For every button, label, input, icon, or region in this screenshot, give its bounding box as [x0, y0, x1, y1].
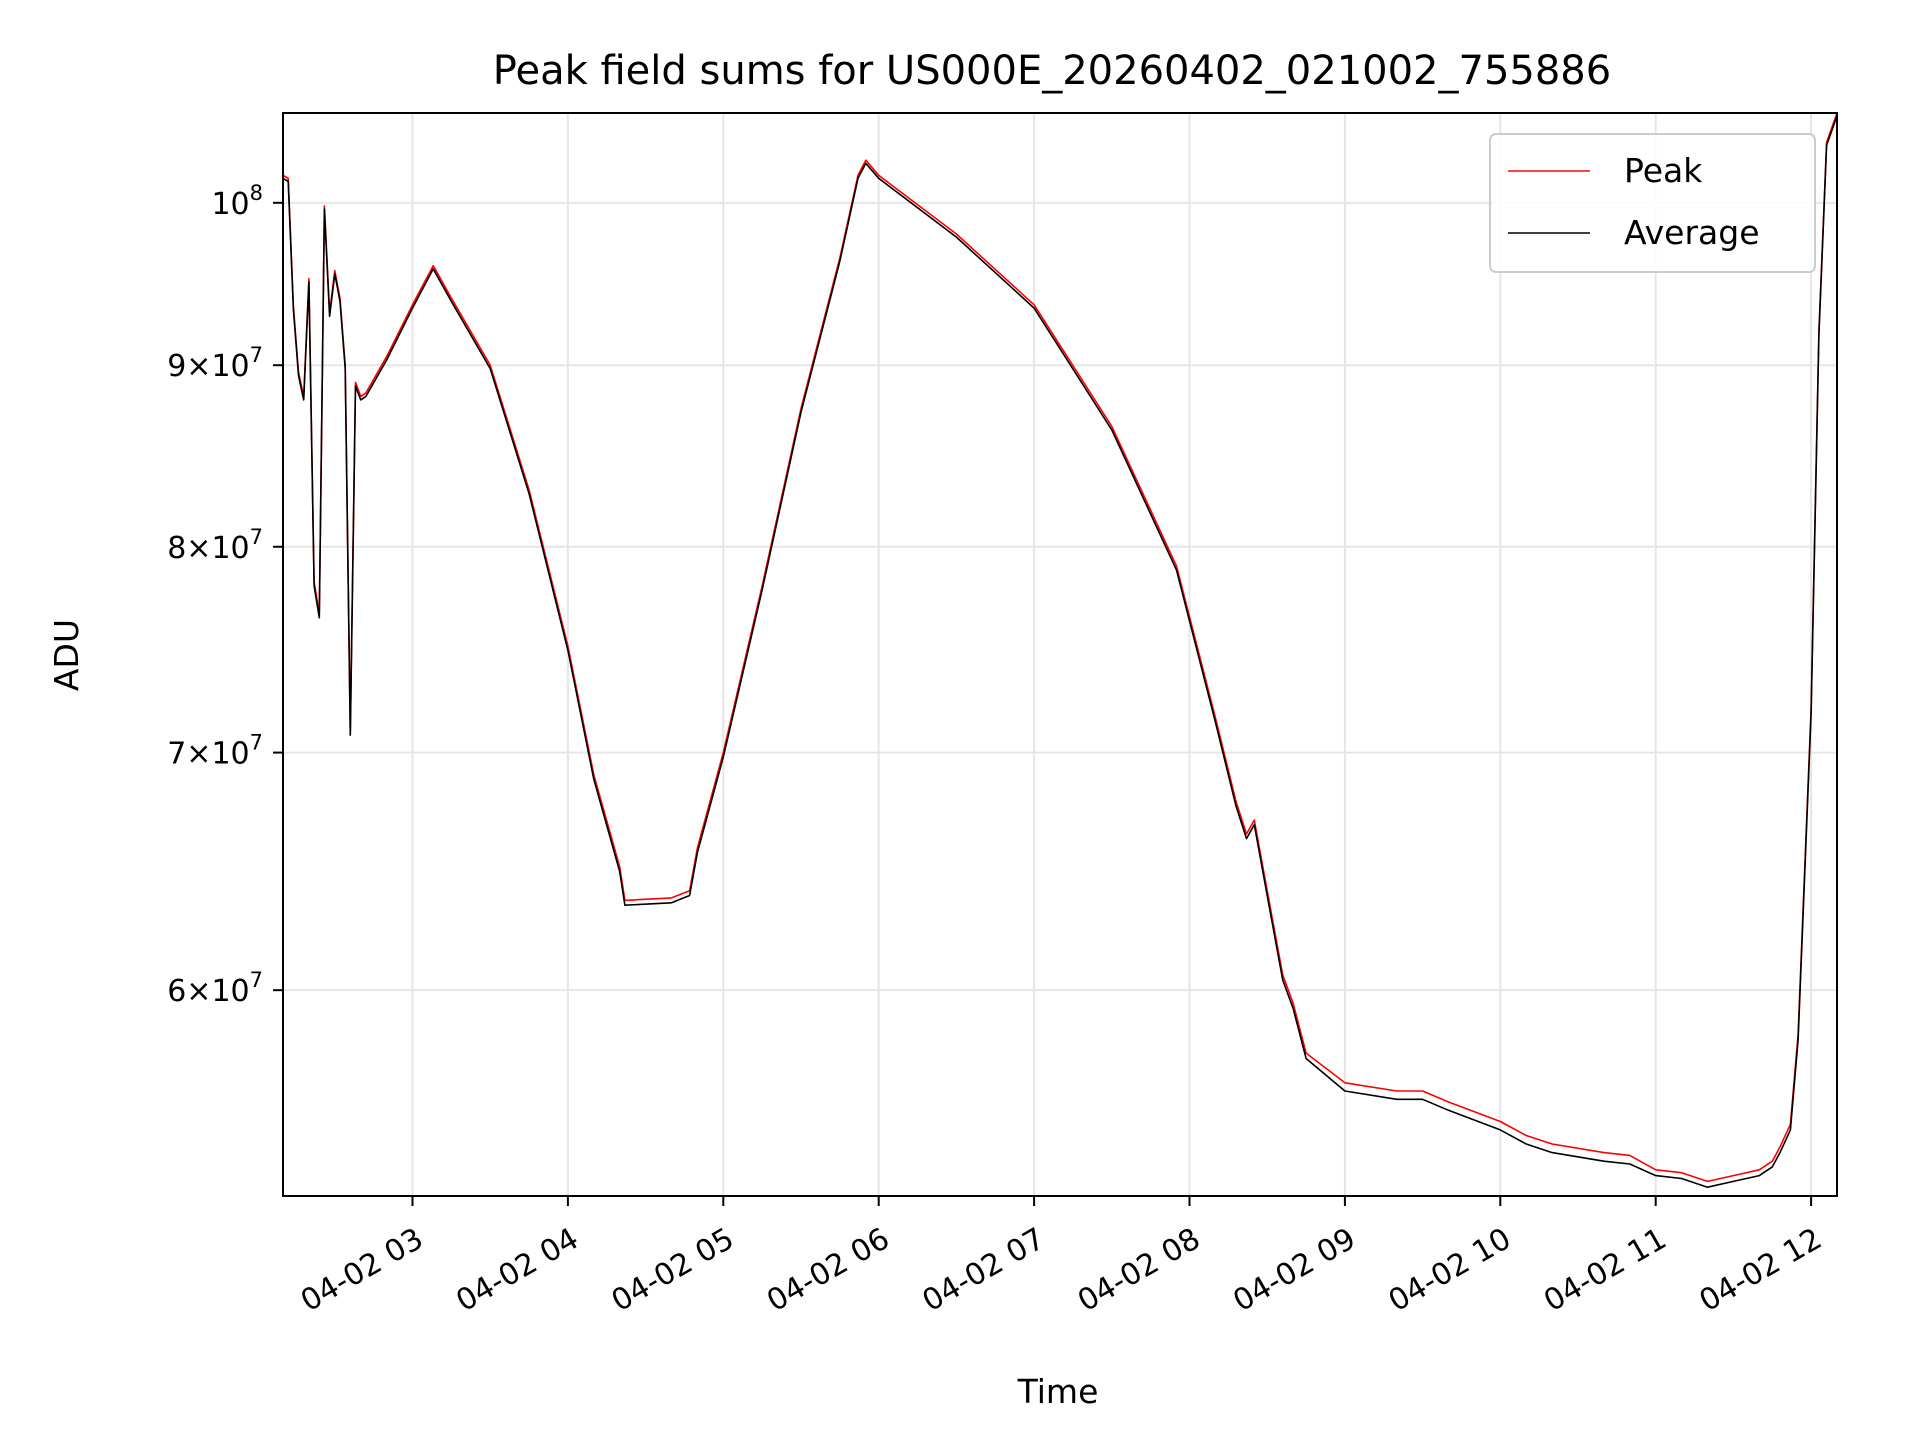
- plot-frame: [282, 112, 1838, 1197]
- series-line-average: [283, 115, 1837, 1188]
- x-tick-label: 04-02 10: [1383, 1221, 1517, 1319]
- y-tick-label: 8×107: [167, 525, 263, 566]
- legend-box: [1489, 133, 1816, 273]
- y-axis-label: ADU: [47, 619, 86, 691]
- series-line-peak: [283, 113, 1837, 1183]
- x-tick-label: 04-02 08: [1072, 1221, 1206, 1319]
- chart-title: Peak field sums for US000E_20260402_0210…: [493, 48, 1611, 94]
- x-tick-label: 04-02 05: [606, 1221, 740, 1319]
- y-tick-label: 7×107: [167, 731, 263, 772]
- y-axis: 6×107 7×107 8×107 9×107 108: [167, 181, 283, 1009]
- legend-peak-label: Peak: [1624, 151, 1703, 190]
- x-tick-label: 04-02 12: [1694, 1221, 1828, 1319]
- y-tick-label: 6×107: [167, 968, 263, 1009]
- x-axis-label: Time: [1017, 1372, 1099, 1411]
- x-tick-label: 04-02 11: [1538, 1221, 1672, 1319]
- y-tick-label: 9×107: [167, 343, 263, 384]
- legend-average-label: Average: [1624, 213, 1760, 252]
- x-tick-label: 04-02 07: [917, 1221, 1051, 1319]
- x-tick-label: 04-02 06: [761, 1221, 895, 1319]
- x-axis: 04-02 03 04-02 04 04-02 05 04-02 06 04-02 07…: [295, 1196, 1828, 1319]
- legend: Peak Average: [1489, 133, 1816, 273]
- grid: [283, 113, 1837, 1196]
- x-tick-label: 04-02 04: [450, 1221, 584, 1319]
- x-tick-label: 04-02 03: [295, 1221, 429, 1319]
- series-lines: [283, 113, 1837, 1188]
- y-tick-label: 108: [211, 181, 263, 222]
- x-tick-label: 04-02 09: [1227, 1221, 1361, 1319]
